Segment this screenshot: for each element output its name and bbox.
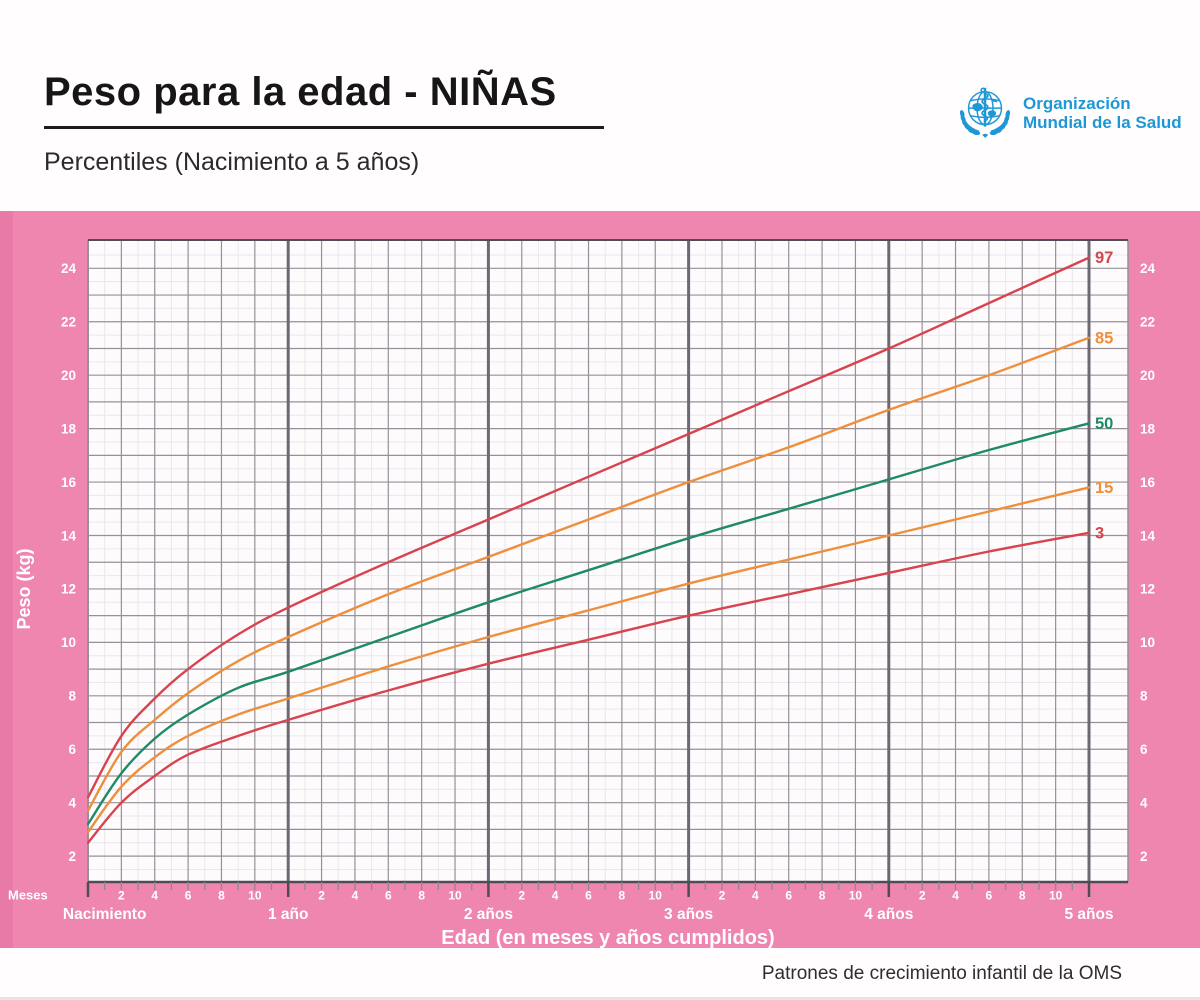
plot-area (88, 240, 1128, 882)
footer: Patrones de crecimiento infantil de la O… (0, 948, 1200, 1000)
svg-text:10: 10 (448, 889, 462, 903)
svg-text:6: 6 (385, 889, 392, 903)
svg-text:24: 24 (1140, 261, 1156, 276)
svg-text:4: 4 (352, 889, 359, 903)
percentile-curve-85 (87, 336, 1090, 812)
svg-text:20: 20 (61, 368, 76, 383)
svg-text:10: 10 (1140, 635, 1155, 650)
plot-border (87, 239, 1129, 884)
svg-text:2: 2 (518, 889, 525, 903)
x-axis-unit-label: Meses (8, 888, 48, 903)
x-axis-title: Edad (en meses y años cumplidos) (441, 927, 774, 948)
who-logo-line2: Mundial de la Salud (1023, 113, 1182, 132)
svg-text:8: 8 (68, 689, 76, 704)
chart-band: 2 4 6 8 10 2 4 6 8 10 2 4 6 8 10 2 4 6 8 10 2 4 6 8 10 Meses Nacim… (0, 211, 1200, 948)
year-gridlines (286, 240, 1091, 882)
percentile-curves (87, 256, 1090, 844)
year-labels: Nacimiento 1 año 2 años 3 años 4 años 5 años (63, 906, 1114, 923)
svg-text:6: 6 (785, 889, 792, 903)
svg-text:18: 18 (61, 421, 77, 436)
x-axis-ticks (86, 882, 1091, 897)
svg-text:4: 4 (752, 889, 759, 903)
svg-text:8: 8 (619, 889, 626, 903)
title-underline (44, 126, 604, 129)
svg-text:8: 8 (1140, 689, 1148, 704)
band-left-edge (0, 211, 13, 948)
who-emblem-icon (959, 87, 1011, 138)
footer-attribution: Patrones de crecimiento infantil de la O… (761, 963, 1122, 984)
who-logo-text: Organización Mundial de la Salud (1023, 94, 1182, 132)
svg-text:8: 8 (218, 889, 225, 903)
svg-text:4: 4 (68, 795, 76, 810)
svg-text:6: 6 (585, 889, 592, 903)
year-label-2: 2 años (464, 906, 513, 923)
percentile-curve-50 (87, 422, 1090, 826)
month-tick-labels: 2 4 6 8 10 2 4 6 8 10 2 4 6 8 10 2 4 6 8 10 2 4 6 8 10 (118, 889, 1063, 903)
year-label-1: 1 año (268, 906, 308, 923)
grid-minor-lines (88, 240, 1128, 882)
percentile-curve-3 (87, 531, 1090, 844)
svg-text:2: 2 (719, 889, 726, 903)
percentile-curve-15 (87, 486, 1090, 834)
grid-major-lines (88, 240, 1128, 882)
svg-text:2: 2 (68, 849, 76, 864)
bottom-edge-strip (0, 997, 1200, 1000)
year-label-4: 4 años (864, 906, 913, 923)
svg-text:8: 8 (418, 889, 425, 903)
svg-text:16: 16 (61, 475, 77, 490)
svg-text:10: 10 (61, 635, 76, 650)
svg-text:4: 4 (552, 889, 559, 903)
y-axis-title: Peso (kg) (14, 548, 34, 629)
percentile-label-85: 85 (1095, 329, 1113, 347)
svg-text:2: 2 (318, 889, 325, 903)
svg-text:12: 12 (61, 582, 76, 597)
page-subtitle: Percentiles (Nacimiento a 5 años) (44, 148, 420, 176)
svg-text:10: 10 (248, 889, 262, 903)
svg-text:16: 16 (1140, 475, 1156, 490)
svg-text:2: 2 (919, 889, 926, 903)
percentile-label-15: 15 (1095, 479, 1113, 497)
svg-text:6: 6 (1140, 742, 1148, 757)
who-logo: Organización Mundial de la Salud (954, 82, 1182, 144)
svg-text:4: 4 (151, 889, 158, 903)
growth-chart: 2 4 6 8 10 2 4 6 8 10 2 4 6 8 10 2 4 6 8 10 2 4 6 8 10MesesNacim… (8, 239, 1156, 948)
svg-text:10: 10 (1049, 889, 1063, 903)
svg-text:14: 14 (1140, 528, 1156, 543)
svg-text:22: 22 (61, 315, 76, 330)
percentile-label-50: 50 (1095, 415, 1113, 433)
year-label-3: 3 años (664, 906, 713, 923)
svg-text:24: 24 (61, 261, 77, 276)
svg-text:18: 18 (1140, 421, 1156, 436)
svg-text:6: 6 (986, 889, 993, 903)
svg-text:6: 6 (68, 742, 76, 757)
svg-text:22: 22 (1140, 315, 1155, 330)
svg-text:6: 6 (185, 889, 192, 903)
svg-text:10: 10 (849, 889, 863, 903)
svg-text:8: 8 (1019, 889, 1026, 903)
svg-text:2: 2 (118, 889, 125, 903)
year-label-0: Nacimiento (63, 906, 147, 923)
svg-text:14: 14 (61, 528, 77, 543)
page-title: Peso para la edad - NIÑAS (44, 70, 557, 114)
percentile-curve-97 (87, 256, 1090, 799)
svg-text:8: 8 (819, 889, 826, 903)
svg-text:12: 12 (1140, 582, 1155, 597)
svg-text:2: 2 (1140, 849, 1148, 864)
who-logo-line1: Organización (1023, 94, 1131, 113)
year-label-5: 5 años (1064, 906, 1113, 923)
percentile-labels: 97 85 50 15 3 (1095, 249, 1113, 542)
svg-text:20: 20 (1140, 368, 1155, 383)
svg-text:10: 10 (649, 889, 663, 903)
percentile-label-97: 97 (1095, 249, 1113, 267)
svg-text:4: 4 (1140, 795, 1148, 810)
percentile-label-3: 3 (1095, 524, 1104, 542)
svg-text:4: 4 (952, 889, 959, 903)
